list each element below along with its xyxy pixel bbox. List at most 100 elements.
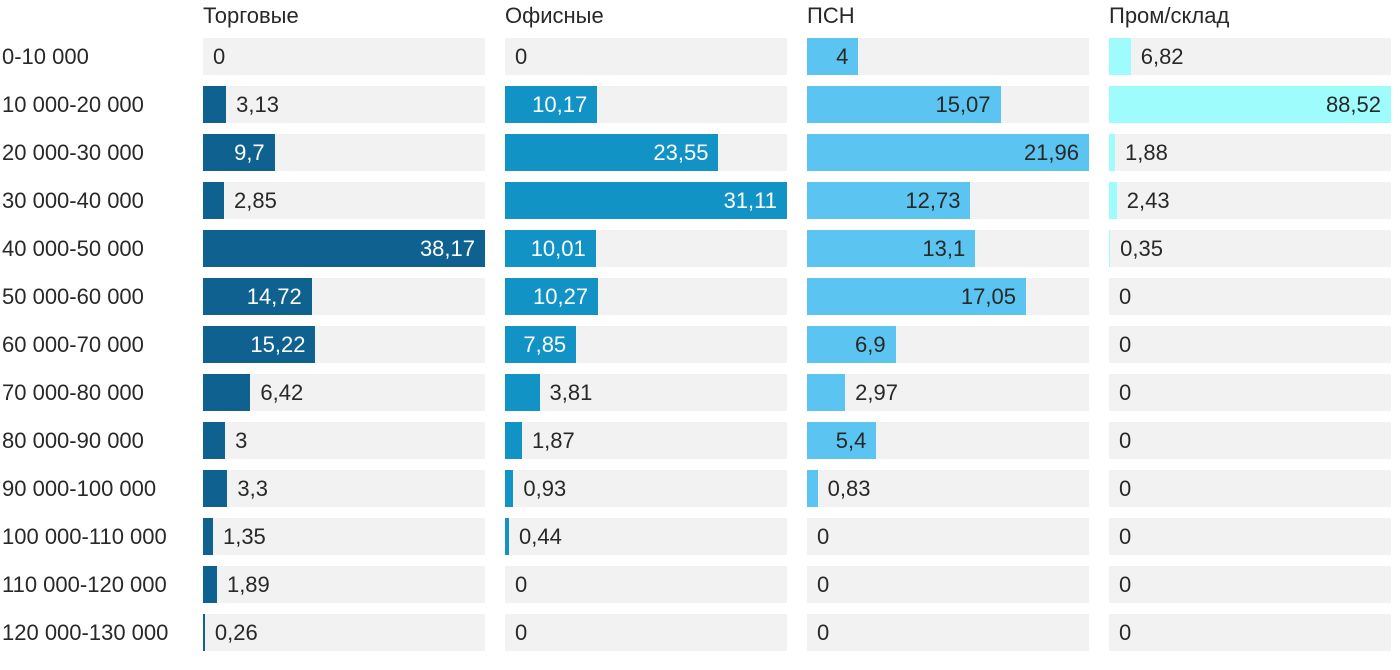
value-label: 0 <box>1119 572 1132 597</box>
bar-track: 13,1 <box>807 230 1089 267</box>
value-label: 6,82 <box>1140 44 1184 69</box>
column-header-torgovye: Торговые <box>203 3 299 28</box>
row-label: 40 000-50 000 <box>2 236 144 261</box>
bar <box>505 182 787 219</box>
value-label: 1,35 <box>222 524 266 549</box>
bar <box>1109 230 1111 267</box>
bar-track: 7,85 <box>505 326 787 363</box>
row-label: 110 000-120 000 <box>2 572 167 597</box>
bar-track: 3 <box>203 422 485 459</box>
value-label: 3,81 <box>549 380 593 405</box>
value-label: 0 <box>515 44 528 69</box>
value-label: 0 <box>817 524 830 549</box>
bar-track: 10,01 <box>505 230 787 267</box>
bar-track: 23,55 <box>505 134 787 171</box>
row-label: 90 000-100 000 <box>2 476 157 501</box>
bar <box>203 278 312 315</box>
bar-track: 0 <box>505 566 787 603</box>
row-label: 70 000-80 000 <box>2 380 144 405</box>
bar-track: 0 <box>1109 326 1391 363</box>
bar-track: 88,52 <box>1109 86 1391 123</box>
value-label: 15,07 <box>935 92 991 117</box>
bar <box>203 182 225 219</box>
bar-track: 2,85 <box>203 182 485 219</box>
bar-track: 0 <box>505 38 787 75</box>
value-label: 13,1 <box>922 236 966 261</box>
bar <box>807 422 877 459</box>
bar-track: 0 <box>1109 278 1391 315</box>
bar <box>1109 182 1117 219</box>
value-label: 0 <box>1119 332 1132 357</box>
column-header-ofisnye: Офисные <box>505 3 604 28</box>
value-label: 0 <box>817 572 830 597</box>
value-label: 2,97 <box>855 380 898 405</box>
bar-track: 0 <box>807 566 1089 603</box>
value-label: 1,89 <box>226 572 270 597</box>
row-label: 0-10 000 <box>2 44 89 69</box>
value-label: 0 <box>1119 620 1132 645</box>
bar <box>203 86 227 123</box>
value-label: 0 <box>1119 284 1132 309</box>
value-label: 0 <box>1119 380 1132 405</box>
bar <box>203 422 226 459</box>
bar-track: 0 <box>807 614 1089 651</box>
value-label: 0 <box>1119 476 1132 501</box>
bar-track: 6,82 <box>1109 38 1391 75</box>
bar <box>807 326 896 363</box>
row-label: 60 000-70 000 <box>2 332 144 357</box>
bar-track: 0 <box>1109 470 1391 507</box>
bar-track: 0 <box>203 38 485 75</box>
bar <box>203 518 213 555</box>
bar-track: 17,05 <box>807 278 1089 315</box>
value-label: 10,17 <box>532 92 588 117</box>
value-label: 23,55 <box>653 140 709 165</box>
bar-track: 2,97 <box>807 374 1089 411</box>
value-label: 1,88 <box>1124 140 1168 165</box>
bar-track: 0 <box>807 518 1089 555</box>
bar-track: 0 <box>1109 566 1391 603</box>
bar-track: 0,44 <box>505 518 787 555</box>
value-label: 10,01 <box>530 236 586 261</box>
value-label: 0 <box>817 620 830 645</box>
bar-track: 0 <box>1109 422 1391 459</box>
value-label: 3,3 <box>237 476 268 501</box>
bar-track: 3,81 <box>505 374 787 411</box>
value-label: 6,9 <box>855 332 886 357</box>
value-label: 0,35 <box>1120 236 1163 261</box>
bar-track: 5,4 <box>807 422 1089 459</box>
row-label: 80 000-90 000 <box>2 428 144 453</box>
bar <box>203 374 251 411</box>
bar <box>807 230 976 267</box>
bar <box>807 470 818 507</box>
bar-track: 4 <box>807 38 1089 75</box>
bar <box>505 278 599 315</box>
bar-track: 0 <box>1109 374 1391 411</box>
value-label: 0 <box>213 44 226 69</box>
value-label: 3 <box>235 428 248 453</box>
bar <box>505 326 577 363</box>
value-label: 2,85 <box>234 188 277 213</box>
bar-track: 1,89 <box>203 566 485 603</box>
bar <box>505 422 522 459</box>
bar-track: 6,42 <box>203 374 485 411</box>
bar-track: 0 <box>1109 614 1391 651</box>
bar-track: 0 <box>1109 518 1391 555</box>
bar-track: 14,72 <box>203 278 485 315</box>
row-label: 120 000-130 000 <box>2 620 169 645</box>
bar-track: 6,9 <box>807 326 1089 363</box>
bar-track: 0,26 <box>203 614 485 651</box>
value-label: 0,26 <box>214 620 258 645</box>
value-label: 0,93 <box>523 476 567 501</box>
bar <box>1109 134 1115 171</box>
value-label: 31,11 <box>723 188 777 213</box>
value-label: 15,22 <box>250 332 306 357</box>
bar-track: 15,07 <box>807 86 1089 123</box>
bar-track: 1,35 <box>203 518 485 555</box>
value-label: 9,7 <box>234 140 265 165</box>
bar <box>1109 38 1131 75</box>
value-label: 0 <box>1119 524 1132 549</box>
bar <box>807 134 1089 171</box>
value-label: 6,42 <box>260 380 304 405</box>
bar-track: 10,27 <box>505 278 787 315</box>
value-label: 12,73 <box>905 188 961 213</box>
